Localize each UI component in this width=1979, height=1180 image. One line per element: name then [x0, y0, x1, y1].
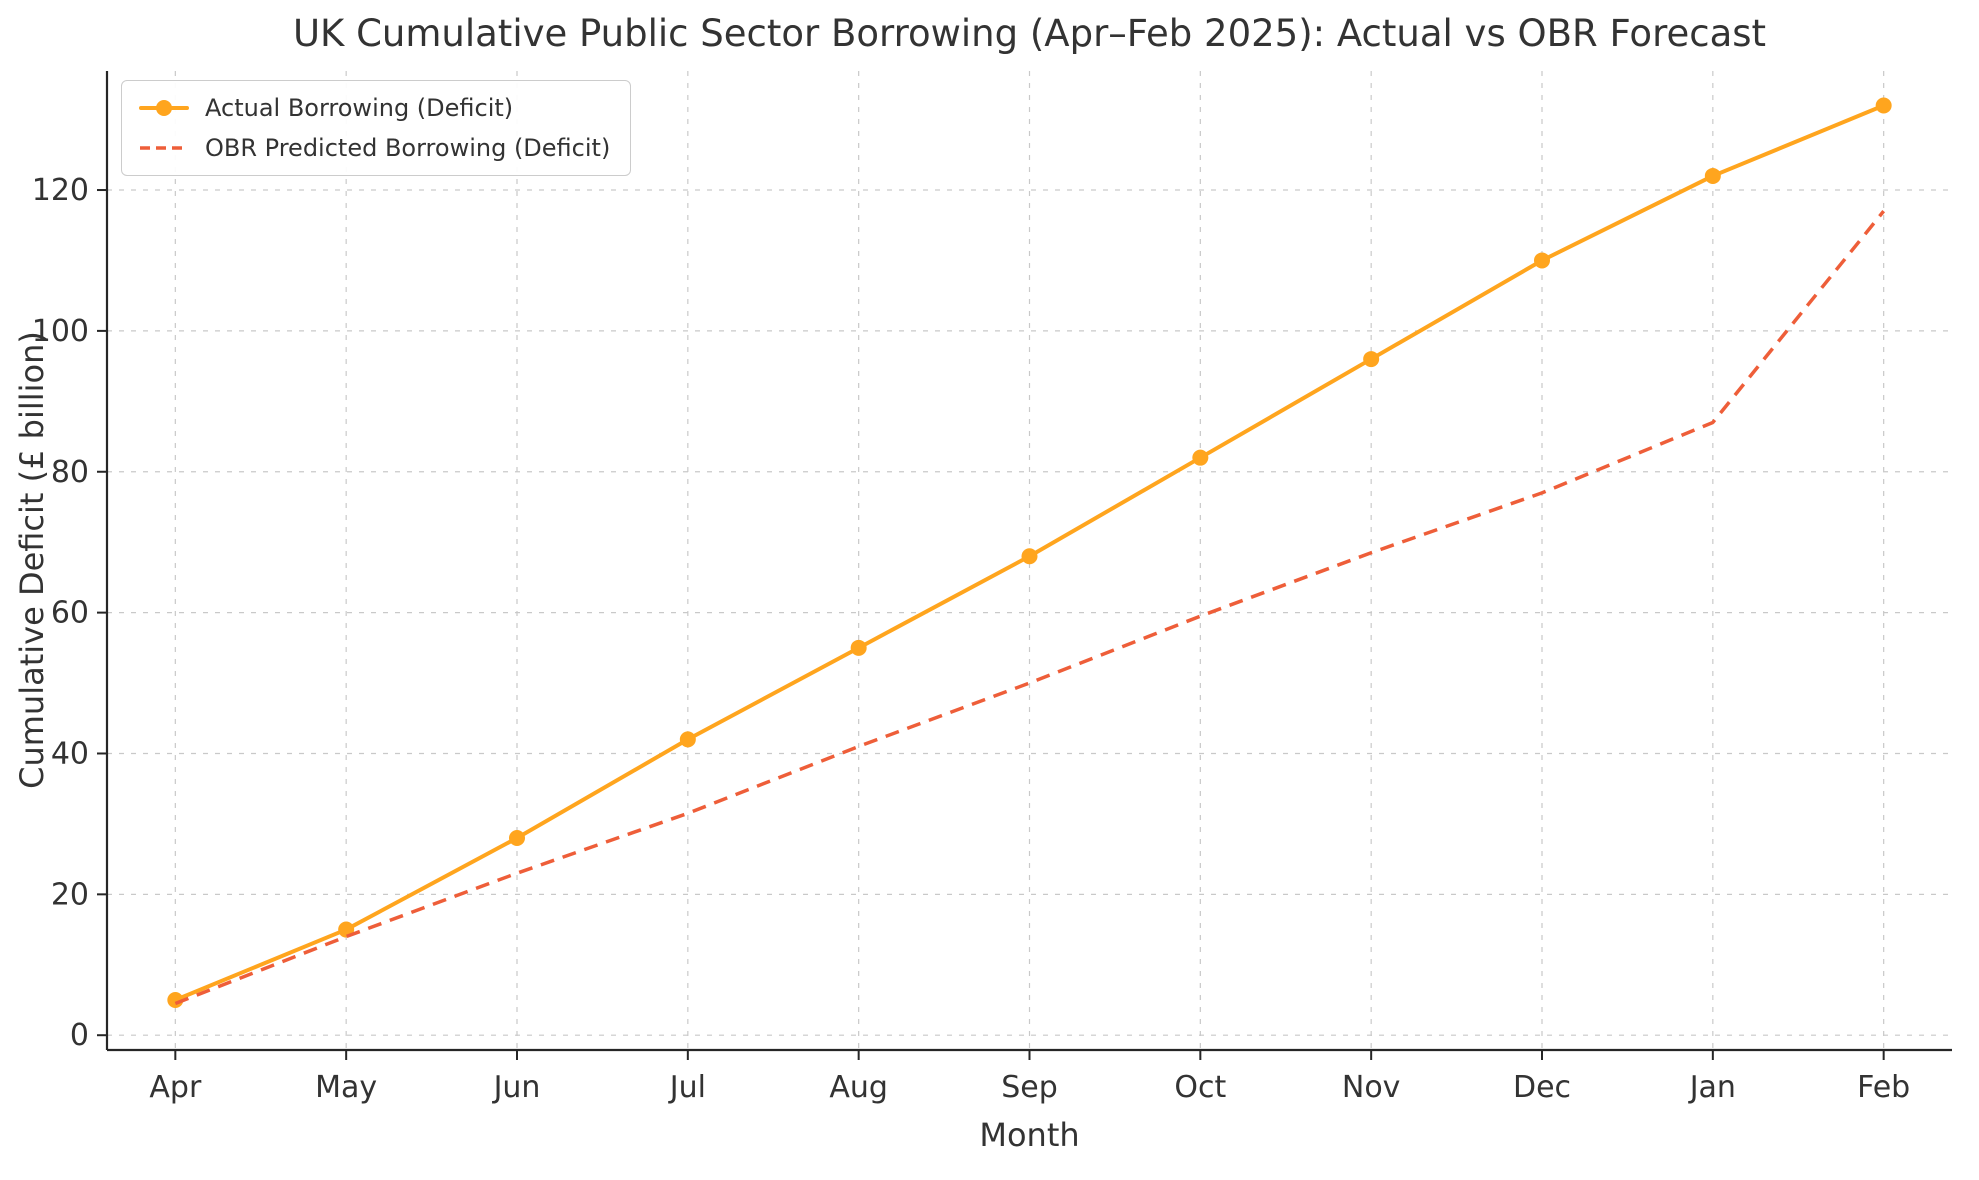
y-tick-label: 0 [70, 1018, 89, 1053]
x-tick-label: Nov [1342, 1070, 1401, 1105]
x-tick-label: Dec [1513, 1070, 1571, 1105]
series-actual-marker [167, 991, 184, 1008]
y-tick-label: 40 [51, 736, 89, 771]
x-tick-label: Feb [1857, 1070, 1910, 1105]
y-tick-label: 120 [32, 173, 89, 208]
series-actual-marker [1363, 351, 1380, 368]
y-axis-label: Cumulative Deficit (£ billion) [13, 331, 51, 789]
legend-entry-forecast: OBR Predicted Borrowing (Deficit) [138, 134, 610, 162]
series-actual-marker [509, 830, 525, 847]
x-tick-label: May [315, 1070, 377, 1105]
series-actual-marker [1192, 449, 1209, 466]
legend-swatch-forecast-line-icon [140, 146, 188, 150]
x-tick-label: Sep [1001, 1070, 1058, 1105]
y-tick-label: 80 [51, 455, 89, 490]
series-actual-marker [1021, 548, 1038, 565]
x-tick-label: Jan [1688, 1070, 1736, 1105]
x-tick-label: Aug [829, 1070, 888, 1105]
x-axis-label: Month [979, 1116, 1080, 1154]
legend-entry-actual: Actual Borrowing (Deficit) [138, 94, 610, 122]
legend-label-forecast: OBR Predicted Borrowing (Deficit) [205, 134, 611, 162]
legend: Actual Borrowing (Deficit) OBR Predicted… [121, 80, 632, 176]
series-actual-marker [850, 639, 867, 656]
x-tick-label: Jul [668, 1070, 706, 1105]
series-actual-marker [1534, 252, 1550, 269]
y-tick-label: 60 [51, 596, 89, 631]
series-actual-marker [1875, 97, 1892, 114]
legend-swatch-actual-line-icon [139, 100, 189, 116]
series-actual-marker [679, 731, 696, 748]
legend-label-actual: Actual Borrowing (Deficit) [205, 94, 514, 122]
x-tick-label: Jun [492, 1070, 541, 1105]
x-tick-label: Oct [1174, 1070, 1226, 1105]
y-tick-label: 100 [32, 314, 89, 349]
y-tick-label: 20 [51, 877, 89, 912]
x-tick-label: Apr [149, 1070, 202, 1105]
chart-title: UK Cumulative Public Sector Borrowing (A… [292, 12, 1767, 55]
series-forecast-line [174, 210, 1886, 1006]
series-actual-marker [1704, 167, 1721, 184]
